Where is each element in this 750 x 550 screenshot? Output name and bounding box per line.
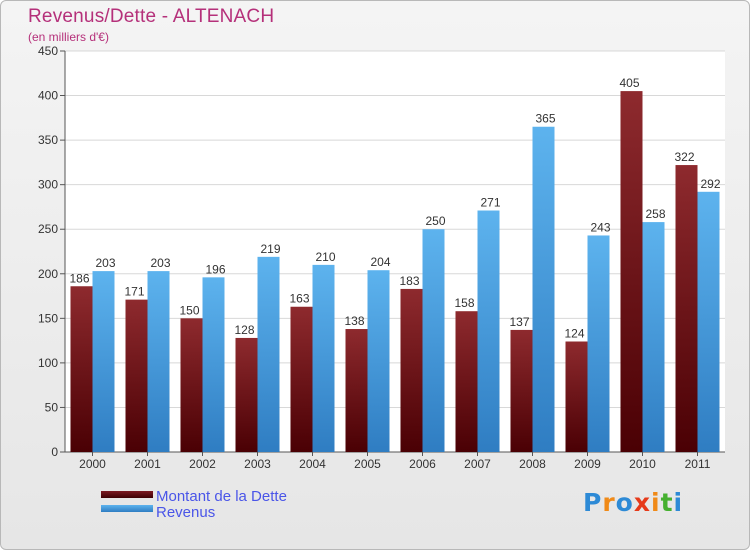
legend-label-debt: Montant de la Dette bbox=[156, 488, 287, 505]
bar-revenus bbox=[312, 264, 335, 452]
data-label-debt: 186 bbox=[69, 271, 89, 285]
logo-letter: o bbox=[615, 488, 634, 517]
data-label-revenus: 271 bbox=[480, 196, 500, 210]
data-label-revenus: 365 bbox=[535, 112, 555, 126]
data-label-revenus: 292 bbox=[700, 177, 720, 191]
data-label-revenus: 250 bbox=[425, 214, 445, 228]
logo-letter: i bbox=[673, 488, 684, 517]
chart-subtitle: (en milliers d'€) bbox=[28, 30, 109, 44]
plot-area bbox=[65, 51, 725, 452]
axes: 0 50 100 150 200 250 300 350 400 450 2000 2001 2002 2… bbox=[38, 44, 725, 471]
data-label-debt: 183 bbox=[399, 274, 419, 288]
y-tick-label: 350 bbox=[38, 133, 58, 147]
bar-revenus bbox=[202, 277, 225, 452]
x-tick-label: 2006 bbox=[409, 457, 436, 471]
logo-letter: t bbox=[660, 488, 674, 517]
y-tick-label: 400 bbox=[38, 89, 58, 103]
data-label-revenus: 243 bbox=[590, 220, 610, 234]
logo-letter: r bbox=[602, 488, 616, 517]
bar-revenus bbox=[257, 256, 280, 452]
y-tick-label: 200 bbox=[38, 267, 58, 281]
data-label-debt: 163 bbox=[289, 292, 309, 306]
data-label-debt: 124 bbox=[564, 327, 584, 341]
data-label-debt: 405 bbox=[619, 76, 639, 90]
bar-revenus bbox=[422, 229, 445, 452]
data-label-revenus: 210 bbox=[315, 250, 335, 264]
data-label-revenus: 203 bbox=[95, 256, 115, 270]
data-label-debt: 137 bbox=[509, 315, 529, 329]
bar-revenus bbox=[92, 271, 115, 452]
bar-debt bbox=[565, 341, 588, 452]
legend-swatch-debt bbox=[101, 491, 153, 498]
bar-debt bbox=[620, 91, 643, 452]
data-label-debt: 171 bbox=[124, 285, 144, 299]
proxiti-logo: Proxiti bbox=[583, 488, 683, 517]
bar-revenus bbox=[587, 235, 610, 452]
bar-revenus bbox=[642, 222, 665, 452]
data-label-revenus: 204 bbox=[370, 255, 390, 269]
data-label-debt: 150 bbox=[179, 303, 199, 317]
data-label-revenus: 203 bbox=[150, 256, 170, 270]
x-tick-label: 2005 bbox=[354, 457, 381, 471]
data-label-revenus: 219 bbox=[260, 242, 280, 256]
logo-letter: i bbox=[651, 488, 661, 517]
bar-revenus bbox=[532, 126, 555, 452]
bar-debt bbox=[125, 299, 148, 452]
x-tick-label: 2002 bbox=[189, 457, 216, 471]
bar-revenus bbox=[697, 191, 720, 452]
bar-debt bbox=[70, 286, 93, 452]
x-tick-label: 2001 bbox=[134, 457, 161, 471]
bar-debt bbox=[345, 329, 368, 452]
data-label-debt: 322 bbox=[674, 150, 694, 164]
y-tick-label: 100 bbox=[38, 356, 58, 370]
bar-debt bbox=[400, 288, 423, 452]
bar-debt bbox=[675, 165, 698, 452]
grid bbox=[65, 50, 725, 452]
y-tick-label: 450 bbox=[38, 44, 58, 58]
x-tick-label: 2000 bbox=[79, 457, 106, 471]
x-tick-label: 2010 bbox=[629, 457, 656, 471]
logo-letter: P bbox=[583, 488, 603, 517]
y-tick-label: 50 bbox=[45, 400, 59, 414]
chart-title: Revenus/Dette - ALTENACH bbox=[28, 6, 275, 27]
x-tick-label: 2009 bbox=[574, 457, 601, 471]
x-tick-label: 2011 bbox=[685, 457, 711, 471]
bar-revenus bbox=[147, 271, 170, 452]
bar-revenus bbox=[477, 210, 500, 452]
data-label-debt: 128 bbox=[234, 323, 254, 337]
data-label-revenus: 258 bbox=[645, 207, 665, 221]
bar-debt bbox=[235, 337, 258, 452]
data-label-revenus: 196 bbox=[205, 262, 225, 276]
legend-swatch-revenus bbox=[101, 505, 153, 512]
y-tick-label: 0 bbox=[51, 445, 58, 459]
logo-letter: x bbox=[633, 488, 651, 517]
bar-debt bbox=[290, 306, 313, 452]
bars bbox=[70, 91, 720, 452]
x-tick-label: 2004 bbox=[299, 457, 326, 471]
data-label-debt: 138 bbox=[344, 314, 364, 328]
data-labels: 186 203 171 203 150 196 128 219 163 210 138 204 183 2… bbox=[69, 76, 720, 340]
x-tick-label: 2003 bbox=[244, 457, 271, 471]
bar-debt bbox=[180, 318, 203, 452]
y-tick-label: 250 bbox=[38, 222, 58, 236]
bar-debt bbox=[455, 311, 478, 452]
x-tick-label: 2008 bbox=[519, 457, 546, 471]
data-label-debt: 158 bbox=[454, 296, 474, 310]
bar-revenus bbox=[367, 270, 390, 452]
x-tick-label: 2007 bbox=[464, 457, 491, 471]
y-tick-label: 300 bbox=[38, 178, 58, 192]
legend-label-revenus: Revenus bbox=[156, 504, 216, 521]
bar-debt bbox=[510, 329, 533, 452]
y-tick-label: 150 bbox=[38, 311, 58, 325]
